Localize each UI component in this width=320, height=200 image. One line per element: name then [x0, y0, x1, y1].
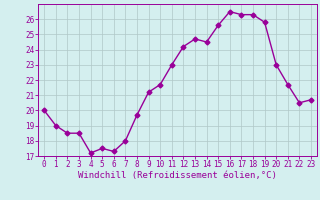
X-axis label: Windchill (Refroidissement éolien,°C): Windchill (Refroidissement éolien,°C): [78, 171, 277, 180]
